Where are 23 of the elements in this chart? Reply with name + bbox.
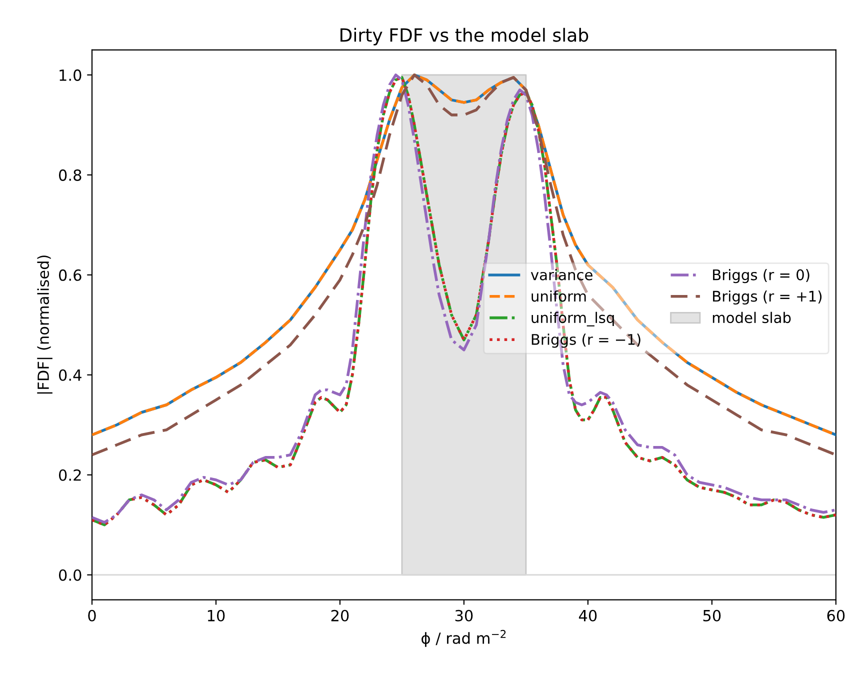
x-tick-label: 40 [578,610,597,622]
legend-label: Briggs (r = 0) [713,269,810,284]
y-tick-label: 0.4 [58,369,82,381]
x-tick-label: 30 [455,610,473,622]
y-tick-label: 0.6 [58,269,82,281]
legend-label: uniform_lsq [532,312,614,326]
x-tick-label: 50 [703,610,721,622]
y-axis-title: |FDF| (normalised) [37,256,52,394]
x-tick-label: 0 [88,610,96,622]
y-tick-label: 0.0 [58,569,82,581]
legend-label: Briggs (r = +1) [713,290,822,305]
legend-label: Briggs (r = −1) [532,334,640,348]
y-tick-label: 0.8 [58,169,82,181]
y-tick-label: 0.2 [58,469,81,481]
legend-label: model slab [712,312,791,324]
x-tick-label: 20 [331,610,349,622]
legend-label: uniform [532,290,586,302]
y-tick-label: 1.0 [60,69,82,81]
legend-label: variance [530,269,592,280]
x-tick-label: 10 [208,610,225,622]
chart-title: Dirty FDF vs the model slab [340,28,588,46]
x-tick-label: 60 [827,610,845,622]
x-axis-title: ϕ / rad m$^{−2}$ [422,630,506,647]
